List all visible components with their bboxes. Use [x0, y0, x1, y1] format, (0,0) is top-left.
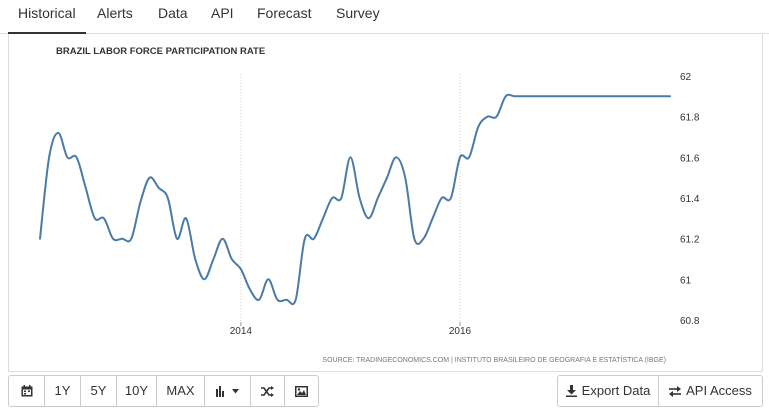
exchange-icon — [669, 385, 682, 397]
shuffle-icon — [261, 385, 274, 397]
tab-survey[interactable]: Survey — [336, 5, 380, 21]
calendar-button[interactable] — [9, 376, 45, 406]
y-tick-label: 62 — [680, 72, 692, 83]
chart-panel — [8, 34, 763, 372]
series-line — [39, 93, 671, 306]
chart-title: BRAZIL LABOR FORCE PARTICIPATION RATE — [56, 46, 265, 57]
range-5y-button[interactable]: 5Y — [81, 376, 117, 406]
tab-forecast[interactable]: Forecast — [257, 5, 312, 21]
tab-historical[interactable]: Historical — [8, 0, 86, 34]
line-chart: BRAZIL LABOR FORCE PARTICIPATION RATE 62… — [39, 46, 700, 364]
chart-toolbar: 1Y 5Y 10Y MAX Export Data — [8, 375, 763, 409]
export-button-group: Export Data API Access — [557, 375, 763, 407]
chart-type-button[interactable] — [205, 376, 251, 406]
chart-grid — [240, 74, 461, 322]
export-data-button[interactable]: Export Data — [558, 376, 659, 406]
image-icon — [295, 385, 308, 397]
tab-alerts[interactable]: Alerts — [97, 5, 133, 21]
y-tick-label: 61.8 — [680, 113, 700, 124]
y-tick-label: 61 — [680, 275, 692, 286]
export-data-label: Export Data — [581, 383, 651, 398]
x-tick-label: 2016 — [449, 326, 472, 337]
bar-chart-icon — [216, 385, 230, 397]
range-1y-button[interactable]: 1Y — [45, 376, 81, 406]
caret-down-icon — [232, 388, 239, 394]
api-access-button[interactable]: API Access — [659, 376, 762, 406]
y-tick-label: 61.6 — [680, 153, 700, 164]
api-access-label: API Access — [686, 383, 752, 398]
x-axis: 2014 2016 — [230, 322, 472, 337]
download-icon — [565, 385, 577, 397]
y-tick-label: 61.4 — [680, 194, 700, 205]
image-button[interactable] — [285, 376, 318, 406]
tab-data[interactable]: Data — [158, 5, 188, 21]
x-tick-label: 2014 — [230, 326, 253, 337]
range-button-group: 1Y 5Y 10Y MAX — [8, 375, 319, 407]
calendar-icon — [21, 385, 33, 397]
y-axis: 62 61.8 61.6 61.4 61.2 61 60.8 — [680, 72, 700, 327]
shuffle-button[interactable] — [251, 376, 285, 406]
tab-api[interactable]: API — [211, 5, 234, 21]
range-max-button[interactable]: MAX — [157, 376, 205, 406]
y-tick-label: 60.8 — [680, 316, 700, 327]
range-10y-button[interactable]: 10Y — [117, 376, 157, 406]
y-tick-label: 61.2 — [680, 235, 700, 246]
tab-bar: Historical Alerts Data API Forecast Surv… — [0, 0, 769, 34]
chart-source: SOURCE: TRADINGECONOMICS.COM | INSTITUTO… — [322, 355, 666, 364]
